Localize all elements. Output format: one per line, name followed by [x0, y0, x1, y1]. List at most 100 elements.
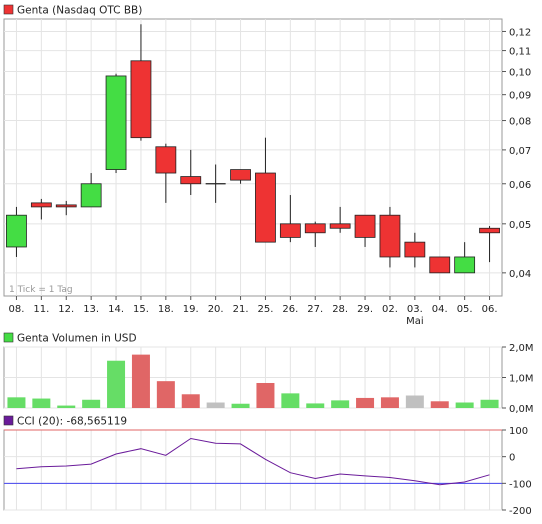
price-y-axis: 0,04 0,05 0,06 0,07 0,08 0,09 0,10 0,11 0,12 — [502, 27, 531, 280]
volume-bar — [82, 399, 101, 408]
volume-bar — [405, 395, 424, 408]
volume-bar — [380, 397, 399, 408]
x-tick-label: 02. — [382, 304, 398, 315]
volume-y-axis: 0,0M 1,0M 2,0M — [502, 343, 534, 415]
volume-bar — [281, 393, 300, 408]
volume-bar — [131, 354, 150, 408]
x-tick-label: 06. — [482, 304, 498, 315]
month-label: Mai — [406, 316, 424, 327]
price-legend-swatch — [3, 4, 14, 15]
x-tick-label: 12. — [58, 304, 74, 315]
x-tick-label: 20. — [208, 304, 224, 315]
x-tick-label: 11. — [33, 304, 49, 315]
candle-body-down — [304, 223, 326, 234]
candle-body-down — [180, 176, 202, 185]
price-y-tick-label: 0,09 — [509, 91, 531, 102]
cci-legend-label: CCI (20): -68,565119 — [17, 416, 127, 428]
cci-y-tick-label: 0 — [509, 453, 515, 464]
volume-bar — [430, 401, 449, 408]
candle-body-down — [379, 214, 401, 258]
price-y-tick-label: 0,10 — [509, 68, 531, 79]
cci-y-axis: 100 0 -100 -200 — [502, 426, 532, 517]
x-tick-label: 27. — [307, 304, 323, 315]
volume-bar — [356, 397, 375, 408]
x-tick-label: 14. — [108, 304, 124, 315]
volume-y-tick-label: 1,0M — [509, 374, 534, 385]
volume-bar — [231, 403, 250, 408]
cci-line — [16, 437, 490, 486]
candle-body-down — [404, 241, 426, 258]
volume-bar — [256, 382, 275, 408]
cci-y-tick-label: -200 — [509, 506, 532, 517]
candle-body-down — [155, 146, 177, 174]
volume-bar — [306, 403, 325, 408]
cci-panel: CCI (20): -68,565119 100 0 -100 -200 — [3, 415, 532, 517]
candle-body-down — [30, 202, 52, 208]
cci-grid — [4, 429, 502, 511]
candle-body-up — [454, 256, 476, 274]
price-y-tick-label: 0,04 — [509, 269, 531, 280]
price-y-tick-label: 0,08 — [509, 117, 531, 128]
x-tick-label: 26. — [282, 304, 298, 315]
volume-legend: Genta Volumen in USD — [3, 332, 137, 345]
volume-bar — [331, 400, 350, 408]
candle-body-down — [479, 227, 500, 234]
price-plot-area — [3, 18, 503, 297]
candle-body-down — [55, 204, 77, 208]
volume-legend-swatch — [3, 332, 14, 343]
x-tick-label: 03. — [407, 304, 423, 315]
x-axis-labels: 08. 11. 12. 13. 14. 15. 18. 19. 20. 21. 25. 26. 27. 2… — [8, 296, 498, 315]
cci-legend: CCI (20): -68,565119 — [3, 415, 127, 428]
volume-bar — [107, 360, 126, 408]
cci-legend-swatch — [3, 415, 14, 426]
candle-body-down — [230, 169, 251, 181]
tick-note: 1 Tick = 1 Tag — [9, 285, 73, 295]
volume-bar — [7, 397, 26, 408]
volume-panel: Genta Volumen in USD 0,0M 1,0M 2,0M — [3, 332, 534, 415]
candle-body-down — [354, 214, 376, 238]
price-legend: Genta (Nasdaq OTC BB) — [3, 4, 142, 17]
volume-bar — [181, 394, 200, 408]
price-candles — [6, 24, 500, 274]
volume-bar — [455, 402, 474, 408]
candle-body-down — [255, 172, 276, 243]
cci-y-tick-label: 100 — [509, 426, 528, 437]
volume-bar — [480, 399, 499, 408]
x-tick-label: 19. — [183, 304, 199, 315]
price-y-tick-label: 0,11 — [509, 47, 531, 58]
volume-bar — [57, 405, 76, 408]
candle-body-up — [105, 75, 127, 170]
candle-body-up — [80, 183, 102, 208]
volume-bar — [206, 402, 225, 408]
candle-body-down — [130, 60, 152, 139]
volume-y-tick-label: 0,0M — [509, 404, 534, 415]
volume-bar — [156, 381, 175, 408]
cci-y-tick-label: -100 — [509, 479, 532, 490]
volume-bar — [32, 398, 51, 408]
x-tick-label: 15. — [133, 304, 149, 315]
x-tick-label: 05. — [457, 304, 473, 315]
price-y-tick-label: 0,12 — [509, 27, 531, 38]
x-tick-label: 04. — [432, 304, 448, 315]
volume-legend-label: Genta Volumen in USD — [17, 333, 137, 345]
x-tick-label: 18. — [158, 304, 174, 315]
candle-body-down — [279, 223, 301, 238]
price-y-tick-label: 0,07 — [509, 146, 531, 157]
candle-body-down — [429, 256, 451, 274]
x-tick-label: 21. — [233, 304, 249, 315]
price-legend-label: Genta (Nasdaq OTC BB) — [17, 5, 142, 17]
candle-body-up — [6, 214, 27, 248]
volume-y-tick-label: 2,0M — [509, 343, 534, 354]
price-y-tick-label: 0,05 — [509, 220, 531, 231]
price-panel: 0,04 0,05 0,06 0,07 0,08 0,09 0,10 0,11 0,12 Gen… — [3, 4, 531, 327]
x-tick-label: 28. — [332, 304, 348, 315]
x-tick-label: 25. — [257, 304, 273, 315]
x-tick-label: 29. — [357, 304, 373, 315]
x-tick-label: 08. — [8, 304, 24, 315]
x-tick-label: 13. — [83, 304, 99, 315]
volume-bars — [7, 354, 499, 408]
cci-plot-area — [3, 429, 503, 511]
price-y-tick-label: 0,06 — [509, 180, 531, 191]
candle-body-down — [329, 223, 351, 229]
